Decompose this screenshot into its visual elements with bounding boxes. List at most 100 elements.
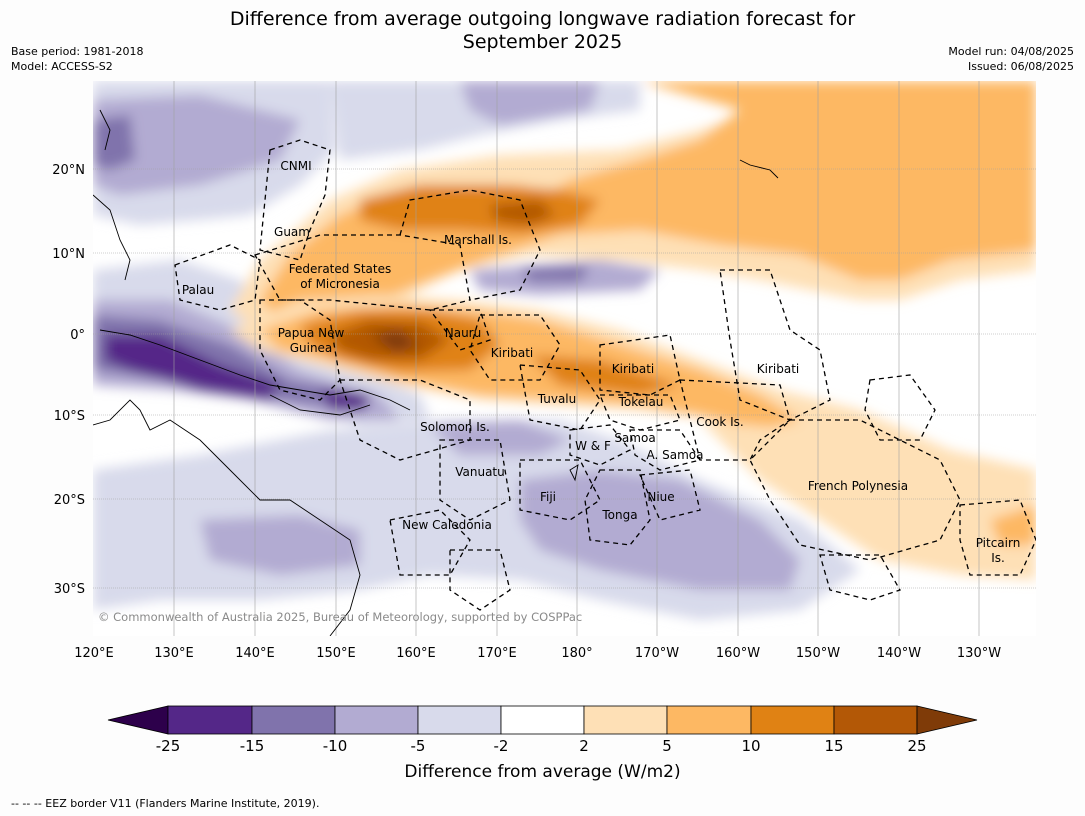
- label-samoa: Samoa: [614, 431, 655, 445]
- colorbar-bin: [666, 705, 752, 735]
- model-run: Model run: 04/08/2025: [948, 45, 1074, 58]
- new-guinea-coast: [99, 329, 411, 411]
- meta-left: Base period: 1981-2018 Model: ACCESS-S2: [11, 44, 143, 74]
- colorbar-bin: [750, 705, 835, 735]
- label-tokelau: Tokelau: [618, 395, 664, 409]
- eez-pitcairn: [959, 499, 1036, 576]
- copyright-credit: © Commonwealth of Australia 2025, Bureau…: [98, 610, 582, 624]
- label-nauru: Nauru: [445, 326, 481, 340]
- label-wf: W & F: [575, 439, 611, 453]
- colorbar-extend-high: [916, 705, 978, 735]
- label-french-polynesia: French Polynesia: [808, 479, 908, 493]
- colorbar-bin: [833, 705, 918, 735]
- eez-cnmi: [259, 139, 331, 261]
- eez-kiribati-west: [469, 314, 561, 381]
- lat-tick-label: 10°N: [52, 247, 85, 262]
- model-name: Model: ACCESS-S2: [11, 60, 113, 73]
- lat-axis-labels: 20°N 10°N 0° 10°S 20°S 30°S: [52, 163, 85, 597]
- label-fsm-1: Federated States: [289, 262, 391, 276]
- meta-right: Model run: 04/08/2025 Issued: 06/08/2025: [948, 44, 1074, 74]
- colorbar-bin: [583, 705, 668, 735]
- label-vanuatu: Vanuatu: [455, 465, 505, 479]
- lon-axis-labels: 120°E 130°E 140°E 150°E 160°E 170°E 180°…: [74, 646, 1001, 661]
- place-labels: CNMI Guam Marshall Is. Federated States …: [182, 159, 1020, 565]
- eez-kiribati-central: [599, 334, 681, 396]
- colorbar-tick: 10: [741, 737, 761, 755]
- colorbar-bin: [417, 705, 502, 735]
- label-kiribati-east: Kiribati: [757, 362, 799, 376]
- eez-nauru: [428, 309, 491, 351]
- eez-tonga: [584, 469, 651, 546]
- eez-footnote: -- -- -- EEZ border V11 (Flanders Marine…: [11, 797, 320, 810]
- png-south-coast: [269, 394, 371, 416]
- australia-coast: [93, 399, 361, 636]
- colorbar-tick: -10: [322, 737, 348, 755]
- lon-tick-label: 140°E: [235, 646, 275, 661]
- colorbar-bin: [167, 705, 253, 735]
- eez-niue: [639, 469, 701, 521]
- eez-tokelau: [599, 394, 681, 431]
- label-palau: Palau: [182, 283, 214, 297]
- colorbar-extend-low: [107, 705, 169, 735]
- eez-marquesas: [864, 374, 936, 441]
- colorbar-tick: -5: [410, 737, 426, 755]
- label-fsm-2: of Micronesia: [300, 277, 380, 291]
- lon-tick-label: 140°W: [877, 646, 921, 661]
- colorbar-tick: 25: [907, 737, 927, 755]
- colorbar-bin: [334, 705, 419, 735]
- map-title: Difference from average outgoing longwav…: [0, 8, 1085, 54]
- label-new-caledonia: New Caledonia: [402, 518, 492, 532]
- lat-tick-label: 0°: [70, 328, 85, 343]
- label-cook: Cook Is.: [696, 415, 743, 429]
- philippines-coast: [93, 194, 131, 281]
- issued-date: Issued: 06/08/2025: [967, 60, 1074, 73]
- label-solomon: Solomon Is.: [420, 420, 490, 434]
- colorbar-tick: -15: [239, 737, 265, 755]
- colorbar: [107, 705, 978, 735]
- fiji-island: [569, 464, 579, 482]
- eez-borders: [174, 139, 1036, 611]
- colorbar-tick: 2: [579, 737, 589, 755]
- eez-kiribati-east: [719, 269, 831, 421]
- eez-fiji: [519, 459, 601, 521]
- colorbar-tick: -2: [493, 737, 509, 755]
- eez-png: [259, 299, 341, 401]
- hawaii-islands: [739, 159, 779, 179]
- lat-tick-label: 20°S: [54, 493, 85, 508]
- label-tonga: Tonga: [601, 508, 637, 522]
- label-pitcairn-2: Is.: [991, 551, 1005, 565]
- lon-tick-label: 170°W: [635, 646, 679, 661]
- label-niue: Niue: [647, 490, 674, 504]
- eez-new-caledonia: [389, 509, 471, 576]
- anomaly-field: CNMI Guam Marshall Is. Federated States …: [93, 81, 1036, 636]
- lon-tick-label: 170°E: [477, 646, 517, 661]
- lon-tick-label: 130°E: [154, 646, 194, 661]
- label-kiribati-west: Kiribati: [491, 346, 533, 360]
- eez-marshall: [399, 189, 541, 301]
- label-png-2: Guinea: [290, 341, 333, 355]
- label-fiji: Fiji: [540, 490, 556, 504]
- colorbar-tick: -25: [155, 737, 181, 755]
- colorbar-bin: [251, 705, 336, 735]
- lon-tick-label: 120°E: [74, 646, 114, 661]
- label-tuvalu: Tuvalu: [537, 392, 577, 406]
- eez-tuvalu: [519, 364, 601, 431]
- eez-norfolk: [449, 549, 511, 611]
- lat-tick-label: 30°S: [54, 582, 85, 597]
- taiwan-coast: [99, 109, 111, 151]
- label-png-1: Papua New: [278, 326, 345, 340]
- base-period: Base period: 1981-2018: [11, 45, 144, 58]
- label-kiribati-central: Kiribati: [612, 362, 654, 376]
- coastlines: [93, 109, 779, 636]
- label-guam: Guam: [274, 225, 310, 239]
- colorbar-tick: 15: [824, 737, 844, 755]
- label-asamoa: A. Samoa: [647, 448, 704, 462]
- eez-palau: [174, 244, 261, 311]
- lon-tick-label: 150°W: [796, 646, 840, 661]
- lat-tick-label: 10°S: [54, 409, 85, 424]
- colorbar-tick: 5: [662, 737, 672, 755]
- eez-french-polynesia: [749, 419, 961, 561]
- colorbar-label: Difference from average (W/m2): [404, 762, 681, 782]
- label-pitcairn-1: Pitcairn: [976, 536, 1021, 550]
- title-line-2: September 2025: [462, 31, 623, 53]
